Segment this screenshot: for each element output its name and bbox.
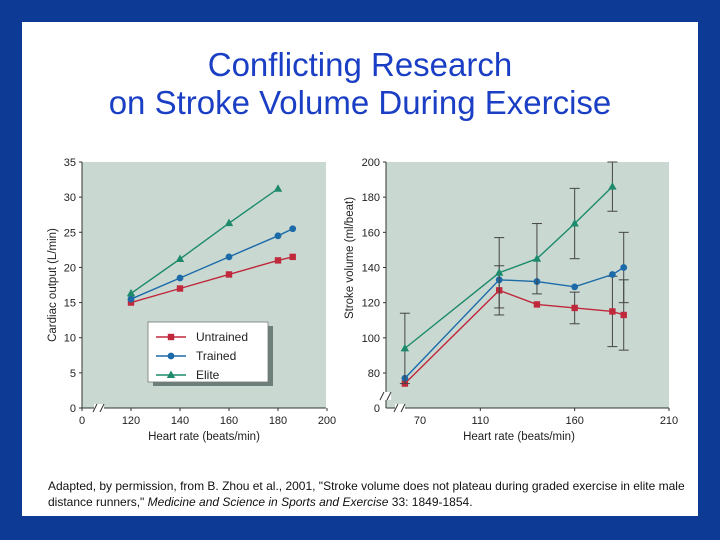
chart2-y-tick-label: 180 [362, 192, 380, 204]
chart1-x-tick-label: 120 [122, 415, 140, 427]
caption-text: Adapted, by permission, from B. Zhou et … [48, 479, 685, 509]
chart1-untrained-point [274, 257, 282, 264]
chart2-x-axis-break [393, 403, 406, 413]
chart2-x-tick-label: 210 [660, 415, 678, 427]
chart2-y-tick-label: 80 [368, 368, 380, 380]
chart1-elite-point [175, 254, 185, 262]
chart1-untrained-point [127, 299, 135, 306]
chart1-untrained-point [176, 285, 184, 292]
chart2-y-axis-break [379, 391, 392, 401]
chart2-untrained-point [620, 311, 627, 319]
chart1-untrained-point [225, 271, 233, 278]
chart1-trained-point [225, 253, 233, 261]
chart2-trained-point [571, 283, 579, 291]
chart2-untrained-point [533, 301, 541, 308]
legend-elite-marker [166, 370, 176, 378]
chart1-trained-point [274, 232, 282, 240]
chart2-elite-point [400, 343, 410, 352]
chart1-y-tick-label: 5 [70, 368, 76, 380]
chart1-trained-point [289, 225, 297, 233]
caption-pages: 33: 1849-1854. [388, 495, 473, 509]
chart2-panel [386, 162, 669, 408]
cardiac-output-chart: 0 5 10 15 20 25 30 35 0 120 140 160 180 200 Heart rate… [47, 157, 336, 443]
chart2-x-tick-label: 110 [472, 415, 490, 427]
chart1-y-tick-label: 15 [64, 298, 76, 310]
chart1-elite-line [130, 188, 279, 295]
chart2-y-tick-label: 100 [362, 333, 380, 345]
chart2-elite-point [532, 254, 542, 262]
chart2-x-axis-title: Heart rate (beats/min) [463, 431, 575, 443]
source-caption: Adapted, by permission, from B. Zhou et … [48, 478, 688, 510]
legend-untrained-marker [167, 333, 175, 341]
chart2-untrained-point [609, 308, 616, 315]
chart1-trained-point [176, 274, 184, 282]
chart2-elite-point [608, 182, 617, 190]
chart1-legend: Untrained Trained Elite [147, 321, 273, 386]
title-line-1: Conflicting Research [207, 46, 513, 83]
chart1-y-tick-label: 20 [64, 262, 76, 274]
slide-title: Conflicting Research on Stroke Volume Du… [22, 46, 698, 122]
legend-box [147, 321, 269, 383]
chart1-x-axis-break [92, 403, 105, 413]
chart2-x-axis-break-gap [395, 404, 405, 412]
chart2-y-tick-label: 200 [362, 157, 380, 169]
chart1-y-tick-label: 25 [64, 227, 76, 239]
chart2-y-zero-label: 0 [374, 403, 380, 415]
chart2-x-tick-label: 70 [414, 415, 426, 427]
chart1-x-tick-label: 140 [171, 415, 189, 427]
chart2-trained-point [620, 264, 628, 271]
chart2-trained-point [609, 271, 616, 278]
chart1-x-tick-label: 180 [269, 415, 287, 427]
legend-trained-marker [167, 352, 175, 360]
chart1-x-tick-label: 0 [79, 415, 85, 427]
chart1-elite-point [273, 184, 283, 192]
chart1-trained-point [127, 295, 135, 303]
legend-elite-label: Elite [196, 368, 220, 382]
caption-journal: Medicine and Science in Sports and Exerc… [147, 495, 389, 509]
chart1-x-tick-label: 200 [318, 415, 336, 427]
chart2-y-axis-title: Stroke volume (ml/beat) [344, 197, 356, 319]
chart1-elite-point [126, 288, 136, 297]
chart2-y-tick-label: 140 [362, 263, 380, 275]
chart2-y-tick-label: 120 [362, 298, 380, 310]
chart2-y-axis-break-gap [381, 392, 391, 400]
chart2-untrained-point [571, 304, 578, 312]
chart1-untrained-point [289, 253, 296, 261]
chart1-y-tick-label: 10 [64, 333, 76, 345]
chart1-y-tick-label: 0 [70, 403, 76, 415]
stroke-volume-chart: 80 100 120 140 160 180 200 0 70 110 160 210 Heart ra… [344, 157, 678, 443]
chart1-y-tick-label: 35 [64, 157, 76, 169]
legend-untrained-label: Untrained [196, 330, 248, 344]
chart1-y-axis-title: Cardiac output (L/min) [47, 228, 59, 342]
chart1-x-axis-break-gap [94, 404, 104, 412]
chart1-x-tick-label: 160 [220, 415, 238, 427]
title-line-2: on Stroke Volume During Exercise [108, 84, 612, 121]
chart2-y-tick-label: 160 [362, 227, 380, 239]
legend-trained-label: Trained [196, 349, 236, 363]
chart2-elite-point [570, 219, 579, 227]
chart2-elite-point [495, 268, 504, 276]
chart2-x-tick-label: 160 [565, 415, 583, 427]
chart1-elite-point [224, 218, 234, 227]
chart1-y-tick-label: 30 [64, 192, 76, 204]
chart1-x-axis-title: Heart rate (beats/min) [148, 431, 260, 443]
